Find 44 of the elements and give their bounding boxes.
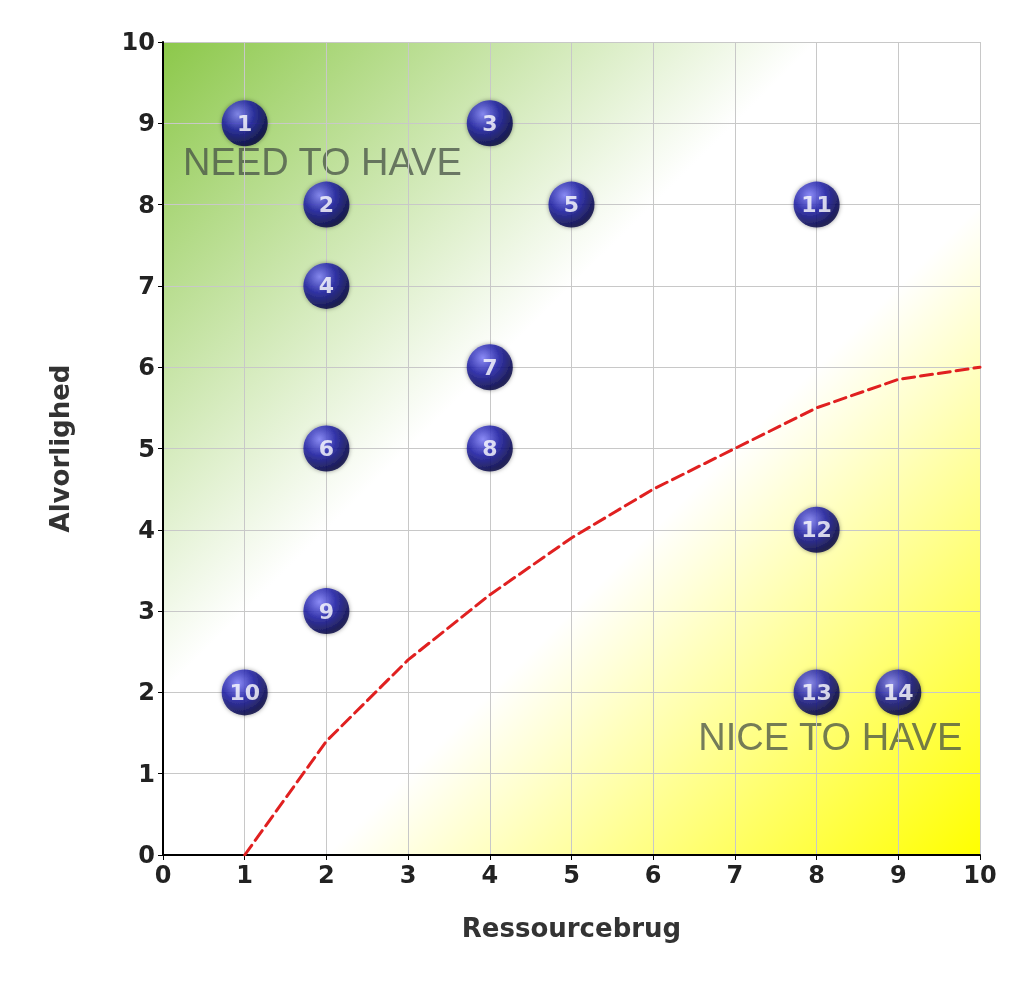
y-tick-label: 9 — [138, 109, 155, 138]
annotation: 10 — [229, 679, 261, 705]
annotation: 2 — [318, 192, 335, 218]
y-tick-label: 3 — [138, 597, 155, 626]
point — [303, 588, 350, 635]
point — [221, 100, 268, 147]
x-tick-label: 5 — [563, 861, 580, 889]
x-tick-label: 9 — [889, 861, 907, 889]
annotation: 4 — [318, 273, 335, 299]
y-tick-label: 10 — [121, 28, 155, 56]
y-tick-label: 2 — [138, 678, 155, 707]
x-tick-label: 10 — [963, 861, 997, 889]
annotation: 14 — [882, 679, 914, 705]
x-axis-title: Ressourcebrug — [461, 913, 682, 943]
y-tick-label: 4 — [138, 515, 155, 544]
x-tick-label: 2 — [318, 861, 335, 889]
y-tick-label: 5 — [138, 434, 155, 463]
point — [303, 181, 350, 228]
annotation: 7 — [482, 354, 498, 380]
x-tick-label: 6 — [644, 861, 662, 889]
annotation: 13 — [801, 679, 832, 705]
annotation: 11 — [801, 192, 832, 218]
y-tick-label: 7 — [138, 271, 155, 300]
point — [466, 344, 513, 391]
x-tick-label: 4 — [481, 861, 499, 889]
point — [466, 100, 513, 147]
annotation: 3 — [482, 110, 498, 136]
y-axis-title: Alvorlighed — [45, 364, 75, 533]
x-tick-label: 7 — [726, 861, 744, 889]
x-tick-label: 1 — [236, 861, 254, 889]
x-tick-label: 3 — [399, 861, 417, 889]
annotation: 1 — [237, 110, 253, 136]
annotation: 12 — [801, 517, 832, 543]
y-tick-label: 6 — [138, 353, 155, 382]
y-tick-label: 8 — [138, 190, 155, 219]
annotation: 5 — [563, 192, 580, 218]
annotation: 6 — [318, 436, 335, 461]
point — [548, 181, 595, 228]
x-tick-label: 8 — [808, 861, 825, 889]
y-tick-label: 1 — [138, 759, 155, 788]
point — [303, 425, 350, 472]
y-tick-label: 0 — [138, 841, 155, 869]
annotation: 8 — [482, 436, 498, 461]
annotation: 9 — [318, 598, 335, 624]
